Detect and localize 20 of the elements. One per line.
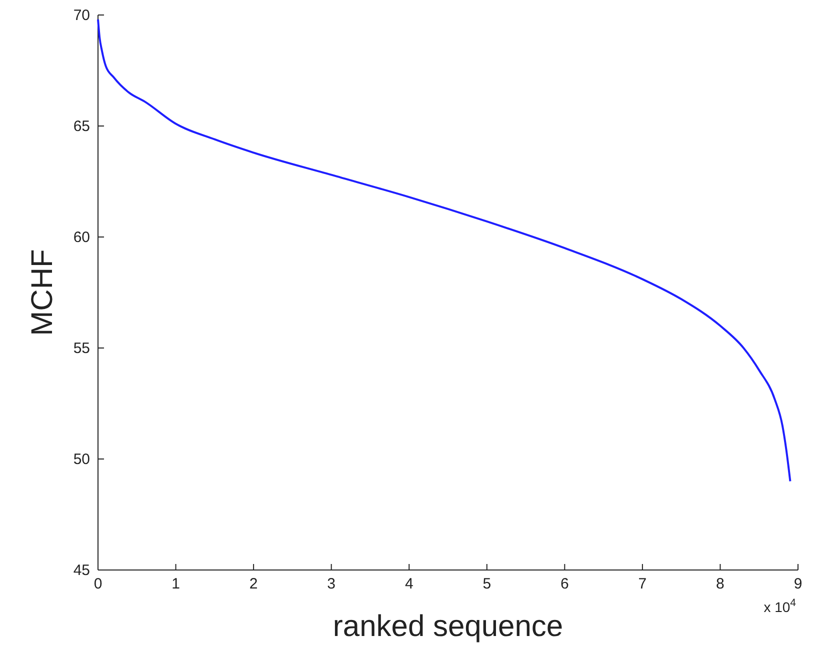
- y-tick-label: 45: [73, 562, 90, 579]
- x-axis-title: ranked sequence: [332, 610, 564, 643]
- x-tick-label: 4: [404, 576, 414, 593]
- line-series: [97, 18, 792, 482]
- x-tick-label: 7: [638, 576, 647, 593]
- y-tick-label: 50: [73, 450, 90, 468]
- x-tick-label: 1: [172, 576, 180, 593]
- y-axis-title: MCHF: [26, 249, 59, 336]
- x-tick-label: 6: [560, 576, 569, 593]
- text: x 10$^{4}$: [764, 597, 796, 615]
- y-tick-label: 70: [73, 6, 90, 24]
- y-tick-label: 55: [73, 340, 90, 357]
- x-tick-label: 5: [482, 576, 492, 593]
- x-tick-label: 9: [794, 576, 802, 593]
- x-tick-label: 2: [249, 576, 258, 593]
- x-tick-label: 0: [94, 576, 102, 593]
- x-tick-label: 3: [327, 576, 336, 593]
- y-tick-label: 65: [73, 118, 90, 135]
- x-tick-label: 8: [716, 576, 724, 593]
- y-tick-label: 60: [73, 228, 90, 246]
